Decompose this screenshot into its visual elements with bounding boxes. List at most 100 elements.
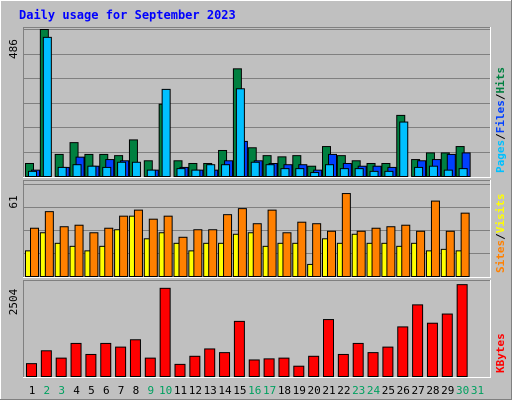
- bar-pages: [354, 168, 364, 178]
- bar-pages: [250, 161, 260, 177]
- bar-kbytes: [426, 322, 438, 378]
- y-axis-max-label: 486: [7, 39, 20, 59]
- day-label: 25: [382, 384, 395, 397]
- bar-sites: [341, 193, 351, 277]
- bar-pages: [146, 169, 156, 177]
- bar-sites: [178, 236, 188, 277]
- bar-pages: [87, 165, 97, 177]
- bar-kbytes: [397, 326, 409, 377]
- bar-sites: [119, 215, 129, 278]
- legend-separator: /: [494, 133, 507, 140]
- bar-kbytes: [441, 313, 453, 378]
- bar-kbytes: [55, 357, 67, 378]
- kbytes-panel: 2504 KBytes: [7, 280, 507, 378]
- bar-pages: [57, 166, 67, 177]
- graph-title: Daily usage for September 2023: [19, 8, 236, 22]
- bar-sites: [104, 227, 114, 277]
- bar-kbytes: [412, 304, 424, 378]
- bar-pages: [235, 88, 245, 177]
- bar-pages: [265, 164, 275, 178]
- bar-kbytes: [278, 357, 290, 378]
- day-label: 10: [159, 384, 172, 397]
- bar-kbytes: [293, 365, 305, 378]
- bar-sites: [460, 212, 470, 277]
- bar-kbytes: [85, 353, 97, 377]
- legend-hits: Hits: [494, 67, 507, 94]
- day-label: 5: [88, 384, 95, 397]
- legend: Pages/Files/Hits: [494, 67, 507, 173]
- bar-sites: [44, 211, 54, 277]
- bar-sites: [416, 230, 426, 278]
- bar-kbytes: [352, 342, 364, 378]
- bar-pages: [428, 165, 438, 177]
- bar-kbytes: [115, 346, 127, 377]
- legend: KBytes: [494, 333, 507, 373]
- bar-sites: [445, 230, 455, 278]
- day-label: 21: [322, 384, 335, 397]
- bar-pages: [176, 168, 186, 178]
- bar-sites: [371, 227, 381, 277]
- bar-pages: [384, 170, 394, 178]
- bar-kbytes: [70, 342, 82, 378]
- bar-sites: [163, 215, 173, 278]
- bar-kbytes: [248, 359, 260, 378]
- day-label: 6: [103, 384, 110, 397]
- legend-separator: /: [494, 233, 507, 240]
- day-label: 22: [337, 384, 350, 397]
- day-label: 31: [471, 384, 484, 397]
- legend-sites: Sites: [494, 240, 507, 273]
- bar-kbytes: [129, 339, 141, 378]
- day-label: 16: [248, 384, 261, 397]
- day-label: 3: [58, 384, 65, 397]
- bar-kbytes: [337, 353, 349, 377]
- day-label: 26: [397, 384, 410, 397]
- bar-kbytes: [40, 350, 52, 378]
- bar-pages: [310, 172, 320, 178]
- bar-sites: [208, 229, 218, 277]
- bar-kbytes: [456, 284, 468, 378]
- bar-pages: [399, 121, 409, 177]
- bar-sites: [430, 200, 440, 277]
- bar-pages: [458, 168, 468, 178]
- day-label: 11: [174, 384, 187, 397]
- bar-sites: [30, 227, 39, 277]
- bar-pages: [325, 164, 334, 178]
- bar-pages: [102, 166, 112, 177]
- bar-pages: [72, 164, 82, 178]
- legend: Sites/Visits: [494, 194, 507, 274]
- bar-pages: [28, 170, 37, 178]
- day-label: 1: [29, 384, 36, 397]
- legend-pages: Pages: [494, 140, 507, 173]
- bar-kbytes: [174, 363, 186, 377]
- day-label: 29: [441, 384, 454, 397]
- bar-sites: [148, 218, 158, 277]
- bar-sites: [267, 209, 277, 277]
- bar-sites: [297, 221, 307, 278]
- day-label: 15: [233, 384, 246, 397]
- bar-pages: [117, 161, 127, 177]
- bar-kbytes: [382, 346, 394, 377]
- day-label: 30: [456, 384, 469, 397]
- bar-pages: [161, 88, 171, 177]
- legend-files: Files: [494, 100, 507, 133]
- bar-kbytes: [26, 363, 37, 377]
- day-label: 17: [263, 384, 276, 397]
- day-label: 19: [293, 384, 306, 397]
- bar-pages: [443, 169, 453, 177]
- bar-kbytes: [263, 358, 275, 378]
- y-axis-max-label: 61: [7, 195, 20, 208]
- bar-sites: [252, 223, 262, 278]
- day-label: 2: [44, 384, 51, 397]
- bar-sites: [356, 230, 366, 278]
- bar-pages: [206, 164, 216, 178]
- bar-sites: [237, 208, 247, 277]
- bar-kbytes: [233, 320, 245, 378]
- day-label: 9: [147, 384, 154, 397]
- sites-visits-panel: 61 Sites/Visits: [7, 180, 507, 278]
- day-label: 14: [218, 384, 232, 397]
- legend-visits: Visits: [494, 194, 507, 234]
- bar-kbytes: [159, 287, 171, 377]
